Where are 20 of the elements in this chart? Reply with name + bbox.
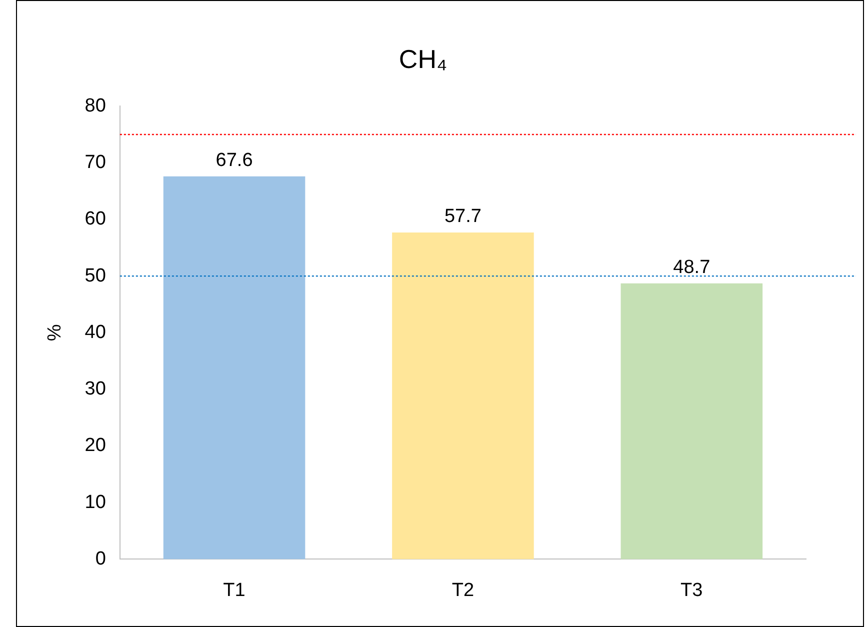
x-tick-label: T3 (680, 580, 703, 601)
data-label: 48.7 (673, 257, 710, 278)
y-tick-label: 50 (84, 265, 106, 286)
chart-title: CH₄ (398, 44, 448, 74)
x-tick-label: T2 (452, 580, 474, 601)
y-tick-label: 80 (84, 95, 106, 116)
y-tick-label: 70 (84, 152, 106, 174)
y-tick-label: 30 (84, 378, 106, 400)
y-tick-label: 0 (95, 548, 106, 570)
bar (620, 283, 763, 560)
x-tick-label: T1 (223, 580, 246, 601)
data-label: 57.7 (444, 206, 482, 228)
y-axis-title: % (44, 324, 66, 342)
y-tick-label: 40 (84, 322, 106, 343)
y-tick-label: 60 (84, 208, 106, 230)
bar (392, 232, 534, 560)
bar (163, 176, 306, 560)
data-label: 67.6 (216, 150, 253, 172)
y-tick-label: 10 (84, 492, 106, 513)
y-tick-label: 20 (84, 435, 106, 456)
